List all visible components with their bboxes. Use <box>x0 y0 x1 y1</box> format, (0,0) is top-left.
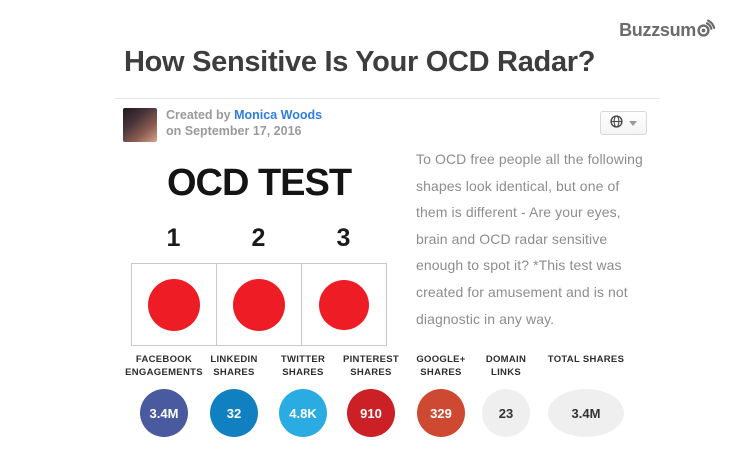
author-avatar <box>123 108 157 142</box>
quiz-option-box-1 <box>131 263 217 346</box>
page-title: How Sensitive Is Your OCD Radar? <box>124 46 596 78</box>
created-by-label: Created by <box>166 108 231 122</box>
red-circle-shape <box>233 278 285 331</box>
stat-value-badge: 329 <box>417 389 465 437</box>
stat-value: 910 <box>360 405 382 421</box>
option-number-2: 2 <box>251 224 266 252</box>
stat-label: GOOGLE+ SHARES <box>416 354 466 378</box>
red-circle-shape <box>148 278 200 331</box>
radar-waves-icon <box>696 17 716 43</box>
option-number-1: 1 <box>166 224 181 252</box>
stat-label: TWITTER SHARES <box>280 354 326 378</box>
stat-total-shares: TOTAL SHARES 3.4M <box>531 353 641 437</box>
red-circle-shape <box>319 279 369 330</box>
visibility-dropdown-button[interactable] <box>600 111 647 135</box>
globe-icon <box>610 115 623 131</box>
stat-domain-links: DOMAIN LINKS 23 <box>451 353 561 437</box>
stat-value: 23 <box>498 405 514 421</box>
stat-value-badge: 3.4M <box>140 389 188 437</box>
stat-pinterest-shares: PINTEREST SHARES 910 <box>316 353 426 437</box>
stat-value: 329 <box>430 405 452 421</box>
stat-twitter-shares: TWITTER SHARES 4.8K <box>248 353 358 437</box>
stat-value: 3.4M <box>571 405 601 421</box>
stat-label: DOMAIN LINKS <box>485 354 527 378</box>
stat-value-badge: 4.8K <box>279 389 327 437</box>
stat-value: 4.8K <box>289 405 317 421</box>
quiz-description: To OCD free people all the following sha… <box>416 151 643 327</box>
stat-value: 3.4M <box>149 405 179 421</box>
stat-linkedin-shares: LINKEDIN SHARES 32 <box>179 353 289 437</box>
quiz-option-numbers: 1 2 3 <box>131 224 386 253</box>
title-divider <box>115 98 660 99</box>
quiz-option-boxes <box>131 263 387 346</box>
stat-label: TOTAL SHARES <box>547 354 625 365</box>
stat-value: 32 <box>226 405 242 421</box>
stat-facebook-engagements: FACEBOOK ENGAGEMENTS 3.4M <box>109 353 219 437</box>
chevron-down-icon <box>629 120 637 126</box>
publish-date: on September 17, 2016 <box>166 124 302 138</box>
stat-value-badge: 910 <box>347 389 395 437</box>
stat-value-badge: 23 <box>482 389 530 437</box>
option-number-3: 3 <box>336 224 351 252</box>
stat-googleplus-shares: GOOGLE+ SHARES 329 <box>386 353 496 437</box>
stat-label: FACEBOOK ENGAGEMENTS <box>125 354 203 378</box>
quiz-option-box-3 <box>301 263 387 346</box>
buzzsumo-logo-text: Buzzsum <box>619 19 696 40</box>
quiz-image: OCD TEST 1 2 3 <box>130 158 388 348</box>
quiz-option-box-2 <box>216 263 302 346</box>
stat-value-badge: 3.4M <box>548 389 624 437</box>
buzzsumo-logo[interactable]: Buzzsum <box>619 17 716 43</box>
stat-label: PINTEREST SHARES <box>342 354 399 378</box>
author-byline: Created by Monica Woods on September 17,… <box>166 107 322 139</box>
quiz-image-heading: OCD TEST <box>166 162 352 204</box>
author-name-link[interactable]: Monica Woods <box>234 108 323 122</box>
stat-value-badge: 32 <box>210 389 258 437</box>
stat-label: LINKEDIN SHARES <box>210 354 258 378</box>
